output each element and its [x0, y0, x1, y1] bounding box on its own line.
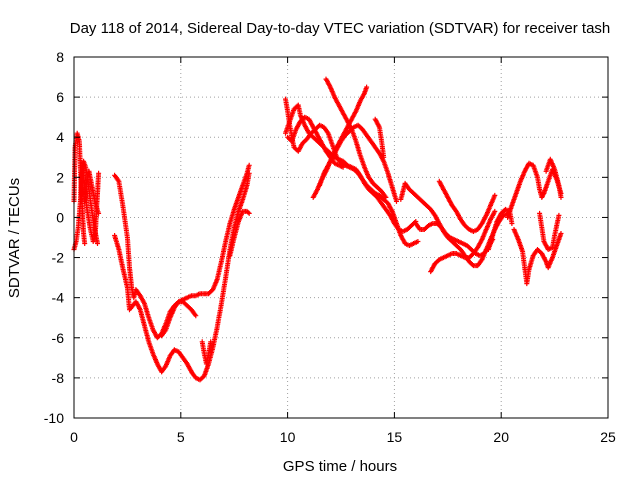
y-tick-label: 4: [56, 129, 64, 145]
data-point: [96, 170, 102, 176]
y-tick-label: -6: [52, 330, 65, 346]
data-point: [383, 194, 389, 200]
data-point: [96, 210, 102, 216]
data-point: [415, 239, 421, 244]
axis-ticks: 0 5 10 15 20 25 -10 -8 -6 -4 -2 0 2 4 6 8: [44, 49, 616, 445]
data-point: [381, 154, 387, 160]
data-point: [340, 164, 346, 170]
x-axis-label: GPS time / hours: [283, 458, 397, 475]
y-tick-label: -2: [52, 250, 65, 266]
data-point: [208, 339, 214, 345]
y-tick-label: 8: [56, 49, 64, 65]
data-point: [492, 208, 498, 214]
x-tick-label: 25: [600, 429, 616, 445]
y-tick-label: -8: [52, 370, 65, 386]
data-point: [556, 212, 562, 218]
x-tick-label: 5: [177, 429, 185, 445]
data-point: [82, 241, 88, 246]
y-tick-label: -4: [52, 290, 65, 306]
x-tick-label: 10: [280, 429, 296, 445]
y-tick-label: 0: [56, 209, 64, 225]
data-point: [558, 194, 564, 200]
y-tick-label: 6: [56, 89, 64, 105]
y-tick-label: 2: [56, 169, 64, 185]
data-point: [95, 241, 100, 246]
x-tick-label: 20: [493, 429, 509, 445]
plot-frame: [73, 56, 609, 419]
data-point: [364, 84, 370, 90]
data-point: [509, 221, 515, 226]
chart-title: Day 118 of 2014, Sidereal Day-to-day VTE…: [70, 20, 611, 37]
data-points: [71, 76, 564, 383]
data-point: [246, 162, 252, 168]
data-point: [492, 192, 498, 198]
grid: [74, 57, 608, 418]
y-axis-label: SDTVAR / TECUs: [6, 178, 23, 298]
x-tick-label: 15: [387, 429, 403, 445]
data-point: [394, 198, 399, 204]
data-point: [193, 313, 199, 319]
data-point: [558, 231, 564, 236]
data-point: [469, 262, 475, 268]
x-tick-label: 0: [70, 429, 78, 445]
data-point: [246, 210, 252, 216]
y-tick-label: -10: [44, 410, 64, 426]
